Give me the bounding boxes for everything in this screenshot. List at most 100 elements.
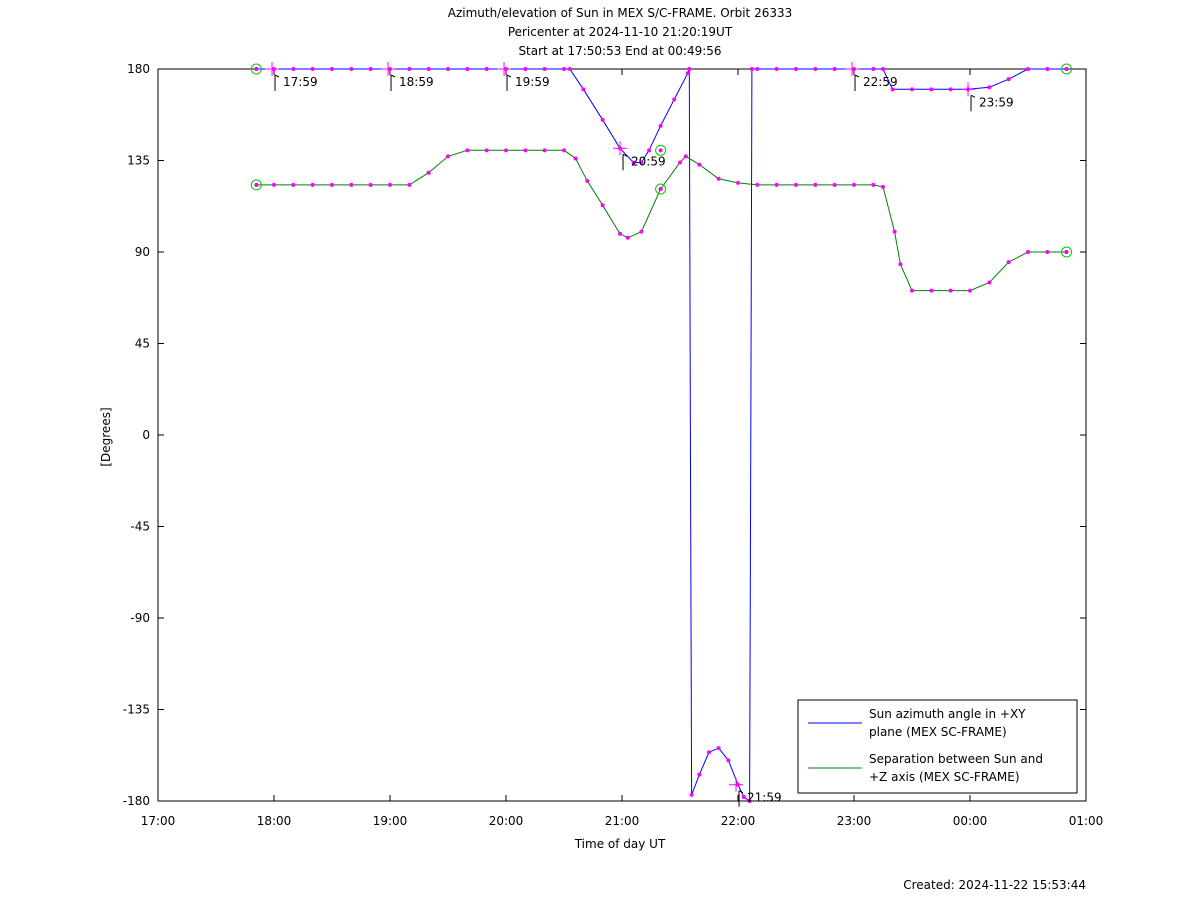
data-point — [368, 67, 373, 71]
data-point — [881, 184, 885, 189]
y-tick-label: -90 — [130, 611, 150, 625]
annotation-hook — [854, 74, 860, 78]
data-point — [813, 67, 818, 71]
series-group — [256, 68, 1067, 802]
x-tick-label: 20:00 — [489, 814, 524, 828]
endpoint-circle — [250, 63, 262, 75]
data-point — [330, 67, 334, 71]
data-point — [658, 123, 663, 128]
data-point — [685, 71, 690, 76]
x-tick-label: 21:00 — [605, 814, 640, 828]
data-point — [504, 148, 508, 153]
y-tick-label: -135 — [123, 703, 150, 717]
annotation-hook — [622, 153, 628, 157]
data-point — [749, 67, 754, 71]
endpoint-circle — [1061, 63, 1073, 75]
x-tick-label: 18:00 — [257, 814, 292, 828]
legend: Sun azimuth angle in +XY plane (MEX SC-FR… — [797, 699, 1078, 794]
data-point — [689, 792, 694, 797]
data-point — [832, 67, 837, 71]
data-point — [330, 182, 334, 187]
annotation-hook — [738, 790, 744, 794]
y-axis-label: [Degrees] — [99, 407, 113, 466]
annotation-label: 19:59 — [515, 75, 550, 89]
data-point — [755, 67, 760, 71]
endpoint-circle — [655, 144, 667, 156]
data-point — [426, 170, 431, 175]
x-tick-label: 01:00 — [1069, 814, 1104, 828]
data-point — [948, 87, 953, 92]
endpoint-dot — [658, 148, 663, 153]
separation-series-line — [256, 149, 1067, 292]
data-point — [388, 182, 392, 187]
data-point — [1045, 250, 1050, 254]
y-tick-label: 45 — [135, 337, 150, 351]
annotation-hook — [274, 74, 280, 78]
annotation-label: 18:59 — [399, 75, 434, 89]
data-point — [291, 182, 296, 187]
marker-group — [250, 63, 1073, 803]
chart-title: Azimuth/elevation of Sun in MEX S/C-FRAM… — [448, 6, 793, 58]
plot-area — [157, 68, 1087, 802]
data-point — [600, 203, 605, 208]
annotation-label: 23:59 — [979, 95, 1014, 109]
data-point — [1045, 67, 1050, 71]
data-point — [910, 87, 914, 92]
data-point — [707, 750, 711, 755]
y-tick-label: -45 — [130, 520, 150, 534]
legend-label: Separation between Sun and — [869, 752, 1043, 766]
data-point — [484, 148, 489, 153]
data-point — [407, 182, 412, 187]
data-point — [892, 229, 897, 234]
data-point — [987, 280, 992, 285]
endpoint-dot — [1064, 67, 1069, 71]
data-point — [852, 182, 856, 187]
data-point — [310, 67, 315, 71]
legend-box — [797, 699, 1078, 794]
y-tick-label: 135 — [127, 154, 150, 168]
data-point — [523, 148, 528, 153]
y-axis: 180 135 90 45 0 -45 -90 -135 -180 — [123, 62, 1086, 808]
endpoint-dot — [1064, 250, 1069, 254]
y-tick-label: 180 — [127, 62, 150, 76]
data-point — [881, 67, 885, 71]
data-point — [716, 176, 721, 181]
data-point — [678, 160, 682, 165]
data-point — [562, 148, 566, 153]
data-point — [465, 67, 470, 71]
x-tick-label: 00:00 — [953, 814, 988, 828]
data-point — [726, 758, 731, 763]
x-tick-label: 22:00 — [721, 814, 756, 828]
annotation-hook — [506, 74, 512, 78]
data-point — [639, 229, 644, 234]
data-point — [747, 799, 752, 803]
data-point — [794, 182, 798, 187]
data-point — [465, 148, 470, 153]
data-point — [794, 67, 798, 71]
x-tick-label: 23:00 — [837, 814, 872, 828]
data-point — [600, 117, 605, 122]
endpoint-circle — [655, 183, 667, 195]
data-point — [968, 288, 972, 293]
endpoint-dot — [658, 186, 663, 191]
data-point — [755, 182, 760, 187]
azimuth-series-line — [256, 68, 1067, 802]
title-line: Start at 17:50:53 End at 00:49:56 — [518, 44, 721, 58]
data-point — [581, 87, 586, 92]
data-point — [774, 67, 779, 71]
endpoint-dot — [254, 182, 259, 187]
data-point — [484, 67, 489, 71]
annotation-group: 17:59 18:59 19:59 20:59 21:59 22:59 23:59 — [265, 62, 1014, 807]
data-point — [929, 87, 934, 92]
annotation-label: 20:59 — [631, 154, 666, 168]
data-point — [618, 231, 623, 236]
annotation-label: 22:59 — [863, 75, 898, 89]
x-tick-label: 17:00 — [141, 814, 176, 828]
data-point — [683, 154, 688, 159]
x-tick-label: 19:00 — [373, 814, 408, 828]
data-point — [542, 67, 547, 71]
legend-label: Sun azimuth angle in +XY — [869, 707, 1026, 721]
data-point — [687, 67, 692, 71]
data-point — [573, 156, 578, 161]
